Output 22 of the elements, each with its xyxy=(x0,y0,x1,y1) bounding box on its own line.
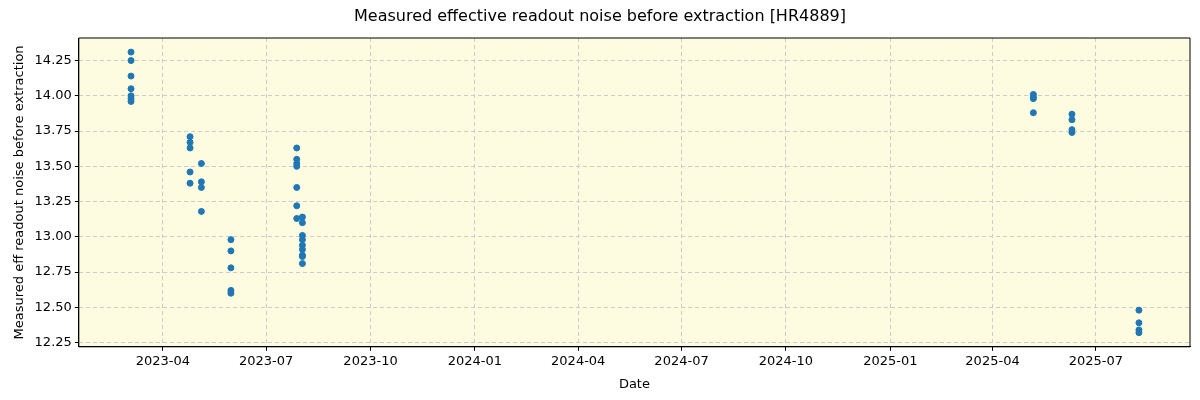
x-tick-label: 2024-04 xyxy=(551,352,606,368)
x-axis-title: Date xyxy=(618,375,650,391)
x-tick-label: 2025-01 xyxy=(863,352,918,368)
x-tick-label: 2023-07 xyxy=(238,352,294,368)
y-tick-label: 13.25 xyxy=(34,192,72,208)
x-tick-label: 2024-01 xyxy=(447,352,503,368)
y-tick-label: 14.00 xyxy=(34,87,72,103)
x-tick-label: 2024-10 xyxy=(758,352,814,368)
x-tick-label: 2023-10 xyxy=(343,352,398,368)
y-tick-label: 13.50 xyxy=(34,157,72,173)
y-axis-title: Measured eff readout noise before extraction xyxy=(11,45,27,340)
y-tick-label: 13.00 xyxy=(34,228,72,244)
y-tick-label: 14.25 xyxy=(34,51,72,67)
x-tick-label: 2024-07 xyxy=(654,352,709,368)
x-tick-label: 2023-04 xyxy=(135,352,190,368)
y-tick-label: 12.25 xyxy=(34,333,72,349)
y-tick-label: 12.75 xyxy=(34,263,72,279)
y-tick-label: 13.75 xyxy=(34,122,72,138)
y-tick-label: 12.50 xyxy=(34,298,72,314)
x-tick-label: 2025-04 xyxy=(965,352,1020,368)
chart-title: Measured effective readout noise before extraction [HR4889] xyxy=(353,6,847,25)
x-tick-label: 2025-07 xyxy=(1068,352,1123,368)
